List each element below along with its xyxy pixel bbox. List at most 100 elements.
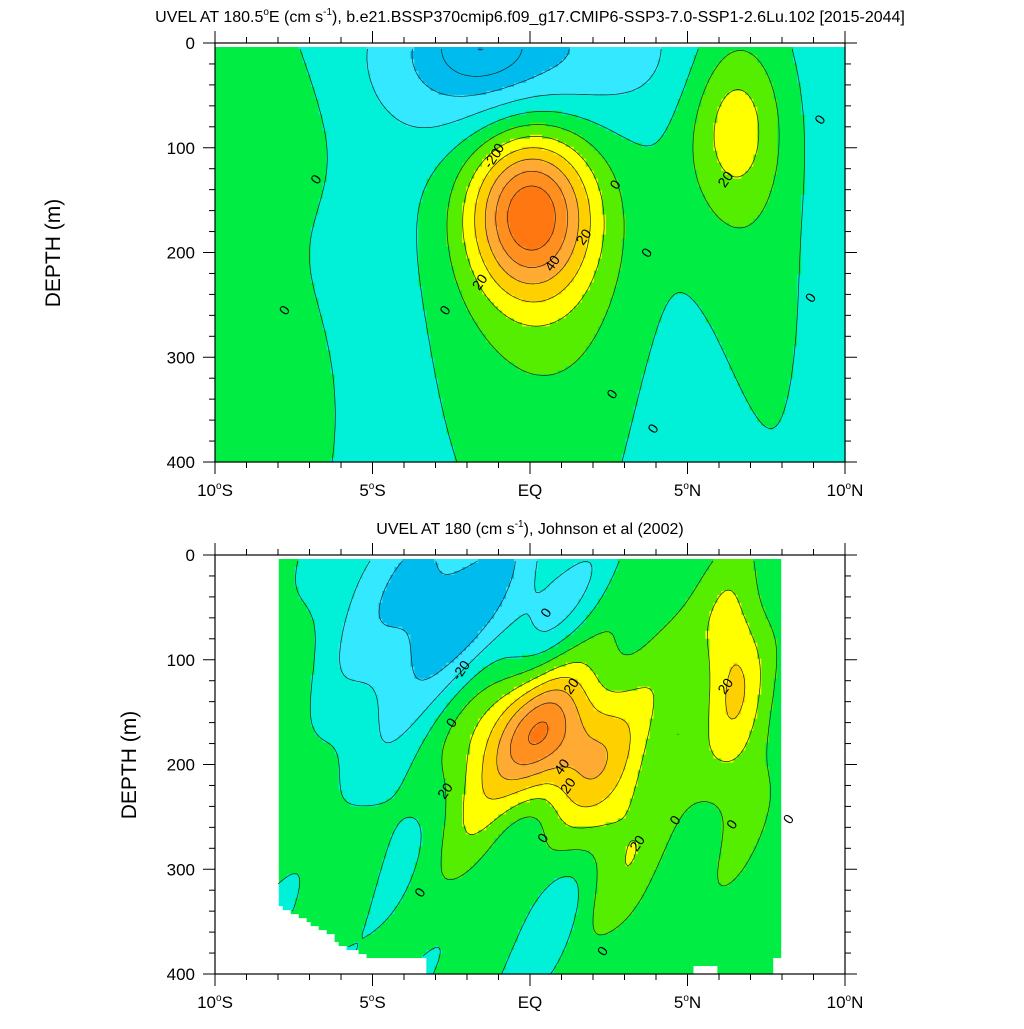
contour-cell [514, 714, 527, 720]
contour-cell [589, 562, 619, 568]
contour-cell [470, 738, 487, 744]
contour-cell [717, 110, 758, 116]
contour-cell [589, 578, 611, 584]
contour-cell [605, 758, 627, 764]
contour-cell [446, 214, 463, 220]
contour-cell [215, 198, 320, 204]
contour-cell [573, 918, 595, 923]
contour-cell [577, 214, 591, 220]
contour-cell [753, 718, 770, 724]
contour-cell [613, 170, 699, 176]
contour-cell [805, 170, 846, 176]
contour-cell [278, 830, 396, 835]
contour-cell [673, 110, 699, 116]
contour-cell [278, 846, 388, 851]
contour-cell [789, 390, 846, 395]
contour-cell [585, 162, 611, 168]
contour-cell [537, 694, 571, 700]
contour-cell [418, 282, 459, 288]
contour-cell [406, 730, 431, 736]
contour-cell [326, 174, 431, 180]
contour-cell [625, 846, 639, 851]
contour-cell [765, 206, 802, 212]
y-tick-label: 0 [186, 546, 195, 565]
contour-cell [569, 282, 591, 288]
contour-cell [215, 258, 312, 264]
contour-cell [446, 786, 467, 792]
contour-cell [334, 446, 455, 451]
contour-cell [462, 814, 499, 819]
contour-cell [749, 858, 782, 863]
contour-cell [717, 870, 742, 875]
contour-cell [729, 678, 746, 684]
contour-cell [406, 886, 547, 891]
contour-cell [601, 206, 623, 212]
contour-cell [215, 762, 280, 768]
contour-cell [342, 622, 388, 628]
contour-cell [494, 302, 579, 307]
contour-cell [215, 878, 280, 883]
contour-cell [749, 50, 794, 56]
contour-cell [215, 578, 280, 584]
contour-cell [215, 246, 312, 252]
contour-cell [649, 726, 711, 732]
contour-cell [541, 702, 559, 708]
contour-cell [621, 202, 711, 208]
contour-cell [530, 618, 563, 624]
contour-cell [781, 950, 846, 955]
contour-cell [502, 774, 531, 780]
contour-cell [545, 754, 607, 760]
contour-cell [215, 130, 328, 136]
contour-cell [458, 142, 483, 148]
contour-cell [553, 162, 571, 168]
contour-cell [378, 722, 411, 728]
contour-cell [482, 854, 595, 859]
contour-cell [334, 746, 419, 752]
contour-cell [478, 242, 491, 248]
contour-cell [466, 198, 479, 204]
contour-cell [557, 810, 627, 815]
contour-cell [294, 570, 364, 576]
contour-cell [442, 950, 511, 955]
contour-cell [553, 782, 619, 788]
contour-cell [593, 702, 655, 708]
contour-cell [745, 682, 762, 688]
contour-cell [677, 818, 722, 823]
contour-cell [557, 166, 575, 172]
contour-cell [713, 330, 798, 335]
contour-cell [215, 738, 280, 744]
contour-cell [518, 934, 571, 939]
contour-cell [482, 774, 503, 780]
contour-cell [338, 778, 404, 784]
contour-cell [709, 686, 726, 692]
contour-cell [577, 270, 595, 276]
contour-cell [418, 850, 443, 855]
contour-cell [553, 750, 607, 756]
contour-cell [310, 254, 419, 260]
contour-cell [334, 382, 439, 387]
contour-cell [709, 562, 754, 568]
contour-cell [502, 190, 519, 196]
contour-cell [378, 802, 447, 807]
contour-cell [741, 666, 762, 672]
contour-cell [322, 118, 400, 124]
contour-line [366, 48, 662, 129]
contour-cell [773, 634, 782, 640]
contour-cell [781, 638, 846, 644]
contour-cell [474, 234, 487, 240]
contour-cell [522, 170, 543, 176]
contour-cell [797, 334, 846, 339]
contour-cell [318, 98, 380, 104]
contour-cell [410, 878, 555, 883]
contour-cell [581, 178, 599, 184]
contour-cell [442, 842, 495, 847]
contour-cell [434, 370, 527, 375]
contour-cell [466, 830, 479, 835]
contour-cell [422, 198, 451, 204]
contour-cell [601, 238, 623, 244]
contour-cell [494, 254, 511, 260]
contour-cell [374, 90, 439, 96]
contour-cell [446, 738, 471, 744]
contour-cell [757, 698, 774, 704]
contour-cell [294, 898, 372, 903]
